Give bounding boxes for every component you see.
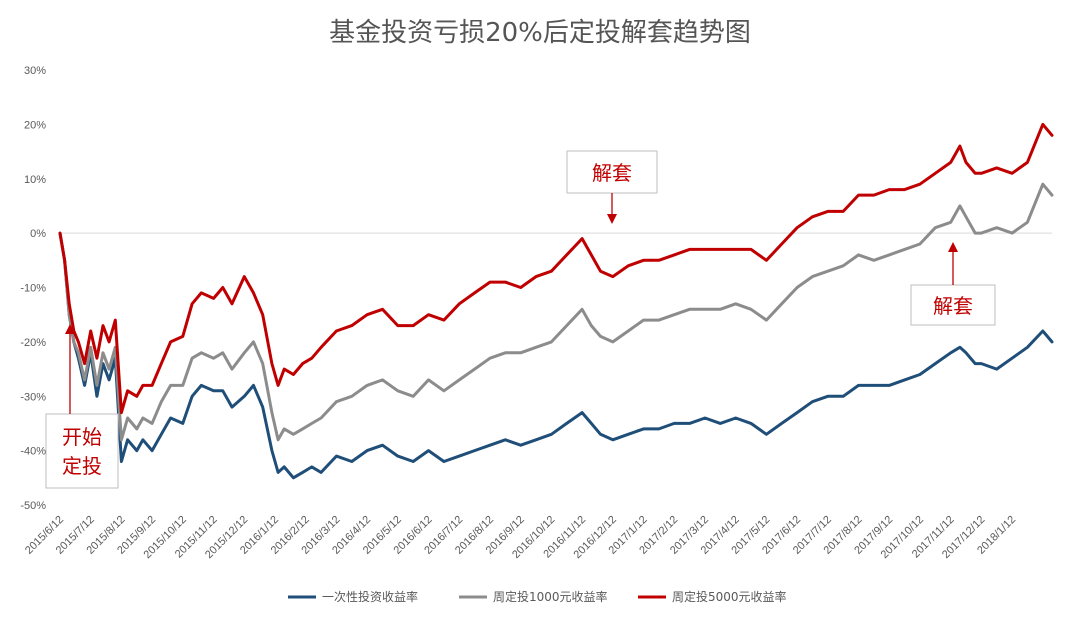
y-axis-labels: 30% 20% 10% 0% -10% -20% -30% -40% -50% (20, 65, 46, 512)
callout-start-investing: 开始 定投 (45, 324, 119, 489)
y-tick-label: 30% (24, 65, 46, 77)
y-tick-label: -10% (20, 283, 46, 295)
y-tick-label: -40% (20, 446, 46, 458)
callout-start-line1: 开始 (62, 425, 102, 449)
y-tick-label: 20% (24, 119, 46, 131)
series-line-2 (58, 182, 1054, 442)
series-layer (58, 122, 1054, 480)
y-tick-label: 10% (24, 174, 46, 186)
callout-breakeven-1000-label: 解套 (933, 294, 973, 318)
callout-start-box (45, 413, 119, 489)
callout-start-line2: 定投 (62, 454, 102, 478)
callout-breakeven-5000: 解套 (566, 150, 658, 224)
callout-breakeven-1000: 解套 (910, 242, 996, 326)
legend-label-2: 周定投1000元收益率 (493, 589, 608, 604)
legend: 一次性投资收益率 周定投1000元收益率 周定投5000元收益率 (288, 589, 787, 604)
callout-breakeven-5000-box (566, 150, 658, 194)
legend-label-1: 一次性投资收益率 (322, 589, 418, 604)
y-tick-label: -50% (20, 500, 46, 512)
series-line-3 (58, 122, 1054, 415)
y-tick-label: -30% (20, 391, 46, 403)
callout-breakeven-5000-label: 解套 (592, 161, 632, 185)
callout-start-arrowhead (65, 324, 75, 334)
y-tick-label: 0% (30, 228, 46, 240)
chart-title: 基金投资亏损20%后定投解套趋势图 (329, 18, 751, 48)
legend-label-3: 周定投5000元收益率 (672, 589, 787, 604)
y-tick-label: -20% (20, 337, 46, 349)
series-line-1 (58, 231, 1054, 480)
callout-breakeven-5000-arrowhead (607, 214, 617, 224)
callout-breakeven-1000-arrowhead (948, 242, 958, 252)
